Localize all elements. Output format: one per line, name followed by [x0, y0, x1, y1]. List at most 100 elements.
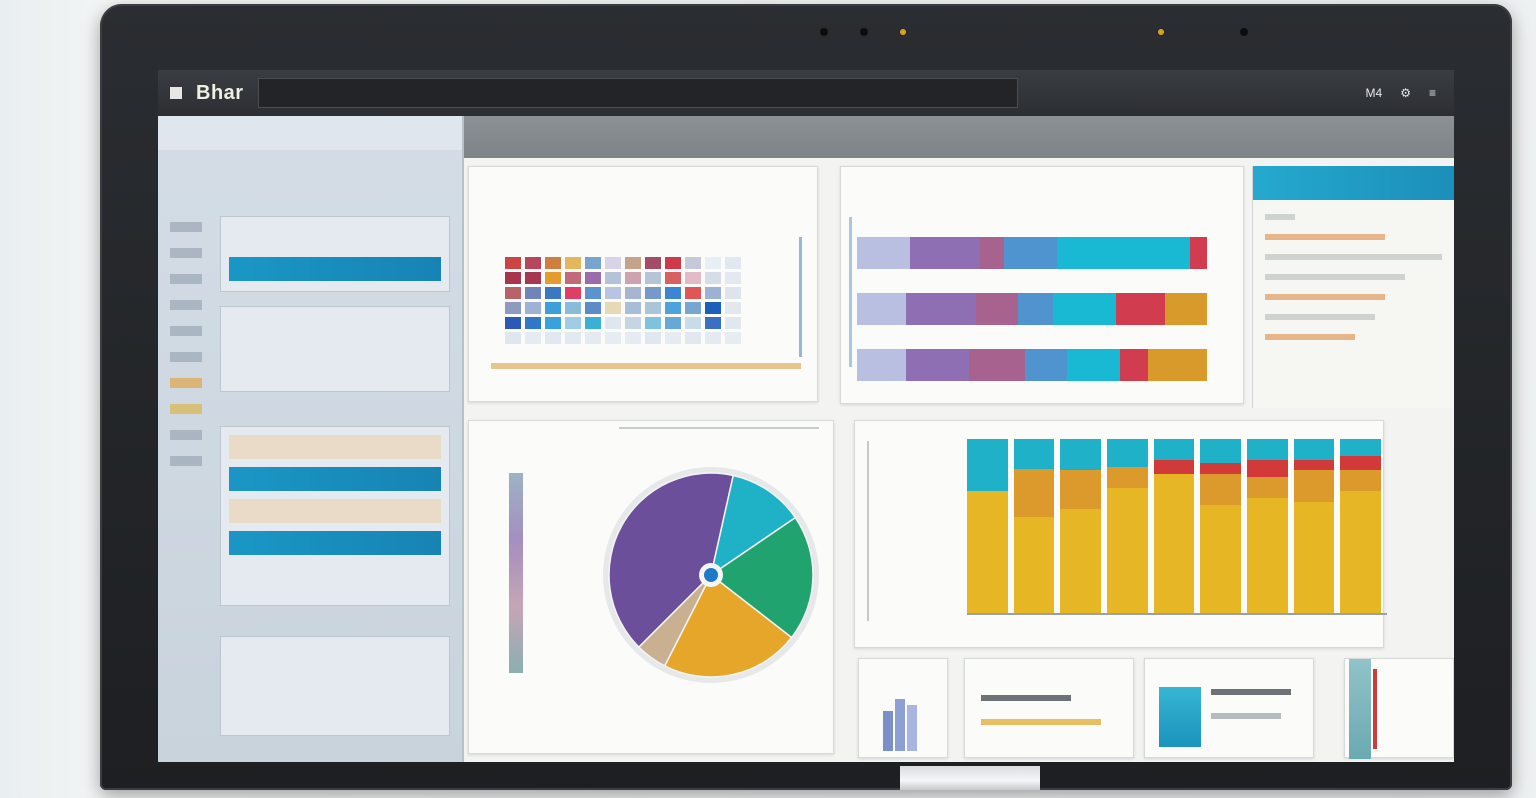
heatmap-cell [685, 272, 701, 284]
heatmap-cell [625, 287, 641, 299]
rail-item[interactable] [170, 404, 202, 414]
status-block [1159, 687, 1201, 747]
heatmap-cell [645, 302, 661, 314]
sidebar-item-active[interactable] [229, 467, 441, 491]
app-logo-icon[interactable] [170, 87, 182, 99]
sidebar-group [220, 426, 450, 606]
rail-item[interactable] [170, 222, 202, 232]
mini-chart-card [858, 658, 948, 758]
heatmap-cell [725, 272, 741, 284]
sidebar-group [220, 216, 450, 292]
column-segment [1340, 439, 1381, 457]
heatmap-cell [525, 332, 541, 344]
heatmap-cell [705, 317, 721, 329]
heatmap-cell [565, 332, 581, 344]
sidebar-item[interactable] [229, 435, 441, 459]
heatmap-cell [665, 302, 681, 314]
heatmap-cell [585, 257, 601, 269]
sidebar-item[interactable] [229, 225, 441, 249]
heatmap-cell [685, 317, 701, 329]
monitor-stand [900, 766, 1040, 790]
column-segment [1247, 477, 1288, 499]
column-card [854, 420, 1387, 648]
heatmap-cell [705, 272, 721, 284]
rail-item[interactable] [170, 326, 202, 336]
hbar-segment [906, 349, 969, 381]
info-panel-header[interactable] [1253, 166, 1454, 200]
rail-item[interactable] [170, 300, 202, 310]
hbar-card [840, 166, 1244, 404]
sidebar-group [220, 306, 450, 392]
indicator-light [1158, 29, 1164, 35]
camera-dot [1240, 28, 1248, 36]
sidebar-header [158, 116, 462, 150]
rail-item[interactable] [170, 274, 202, 284]
legend-strip [509, 473, 523, 673]
hbar-segment [1053, 293, 1116, 325]
heatmap-cell [505, 317, 521, 329]
info-line [1265, 334, 1355, 340]
status-line [1211, 713, 1281, 719]
gear-icon[interactable]: ⚙ [1400, 86, 1411, 100]
column-segment [1247, 498, 1288, 613]
y-axis [849, 217, 852, 367]
scrollbar[interactable] [799, 237, 802, 357]
sidebar-item[interactable] [229, 347, 441, 371]
user-menu-button[interactable]: M4 [1365, 86, 1383, 100]
info-line [1265, 274, 1405, 280]
info-line [1265, 294, 1385, 300]
heatmap-cell [545, 272, 561, 284]
mini-bar [907, 705, 917, 751]
sidebar-item-active[interactable] [229, 531, 441, 555]
column-segment [1247, 439, 1288, 460]
sidebar-item[interactable] [229, 677, 441, 701]
column-segment [967, 491, 1008, 613]
sidebar-item[interactable] [229, 499, 441, 523]
heatmap-cell [585, 287, 601, 299]
hbar-title [841, 167, 1243, 183]
hbar-chart [857, 237, 1217, 397]
search-input[interactable] [257, 78, 1018, 108]
heatmap-card [468, 166, 818, 402]
column-segment [1060, 439, 1101, 471]
rail-item[interactable] [170, 430, 202, 440]
column-segment [1013, 517, 1055, 613]
column-segment [1340, 470, 1381, 492]
hbar-segment [1018, 293, 1053, 325]
divider [619, 427, 819, 429]
summary-card [964, 658, 1134, 758]
column-segment [1340, 456, 1381, 471]
heatmap-cell [565, 287, 581, 299]
column-segment [1107, 487, 1148, 613]
pie-card [468, 420, 834, 754]
rail-item[interactable] [170, 378, 202, 388]
heatmap-cell [525, 317, 541, 329]
heatmap-cell [585, 272, 601, 284]
sidebar-item[interactable] [229, 645, 441, 669]
heatmap-cell [665, 257, 681, 269]
column-segment [1293, 470, 1335, 502]
sidebar-item-active[interactable] [229, 257, 441, 281]
rail-item[interactable] [170, 248, 202, 258]
pie-legend [499, 473, 579, 673]
rail-item[interactable] [170, 456, 202, 466]
column-segment [1293, 501, 1335, 613]
heatmap-cell [545, 302, 561, 314]
heatmap-cell [725, 257, 741, 269]
sidebar-item[interactable] [229, 315, 441, 339]
column-segment [1293, 439, 1335, 460]
rail-item[interactable] [170, 352, 202, 362]
heatmap-cell [525, 302, 541, 314]
info-line [1265, 234, 1385, 240]
topbar-actions: M4 ⚙ ≡ [1366, 86, 1436, 100]
heatmap-cell [725, 287, 741, 299]
heatmap-cell [505, 257, 521, 269]
column-segment [1340, 491, 1381, 613]
hbar-row [857, 237, 1207, 269]
heatmap-cell [665, 287, 681, 299]
hbar-row [857, 349, 1207, 381]
heatmap-cell [605, 287, 621, 299]
hbar-segment [1119, 349, 1148, 381]
menu-icon[interactable]: ≡ [1428, 86, 1436, 100]
heatmap-cell [625, 257, 641, 269]
